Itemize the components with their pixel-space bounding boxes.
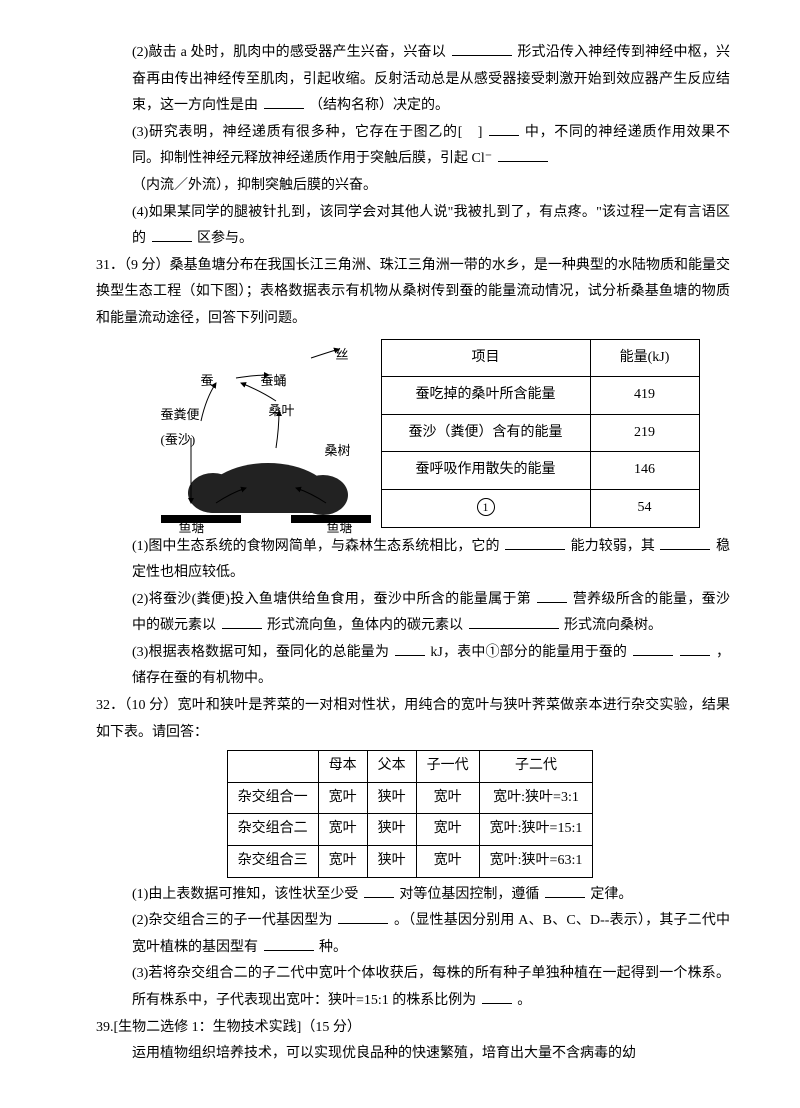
q31-figure-row: 丝 蚕 蚕蛹 蚕粪便 (蚕沙) 桑叶 桑树 鱼塘 鱼塘 项目 能量(kJ) 蚕吃… — [130, 339, 730, 528]
q32-p3: (3)若将杂交组合二的子二代中宽叶个体收获后，每株的所有种子单独种植在一起得到一… — [90, 961, 730, 1014]
cell: 146 — [590, 452, 699, 490]
text: 。 — [517, 993, 531, 1008]
blank[interactable] — [264, 94, 304, 109]
cell: 杂交组合一 — [227, 782, 318, 814]
cell: 宽叶:狭叶=3:1 — [479, 782, 593, 814]
blank[interactable] — [660, 535, 710, 550]
cell — [227, 751, 318, 783]
blank[interactable] — [364, 883, 394, 898]
text: 种。 — [319, 940, 347, 955]
text: 定律。 — [590, 887, 632, 902]
cell: 狭叶 — [367, 814, 416, 846]
cell: 宽叶 — [318, 782, 367, 814]
blank[interactable] — [505, 535, 565, 550]
cell: 宽叶:狭叶=63:1 — [479, 846, 593, 878]
q30-p2: (2)敲击 a 处时，肌肉中的感受器产生兴奋，兴奋以 形式沿传入神经传到神经中枢… — [90, 40, 730, 120]
cell: 1 — [381, 489, 590, 527]
cell: 宽叶:狭叶=15:1 — [479, 814, 593, 846]
cell: 宽叶 — [318, 846, 367, 878]
blank[interactable] — [482, 989, 512, 1004]
cell: 杂交组合二 — [227, 814, 318, 846]
text: 形式流向鱼，鱼体内的碳元素以 — [267, 618, 463, 633]
q32-p2: (2)杂交组合三的子一代基因型为 。（显性基因分别用 A、B、C、D--表示），… — [90, 908, 730, 961]
table-row: 杂交组合二 宽叶 狭叶 宽叶 宽叶:狭叶=15:1 — [227, 814, 593, 846]
circled-one-icon: 1 — [477, 498, 495, 516]
th: 项目 — [381, 339, 590, 377]
text: (3)若将杂交组合二的子二代中宽叶个体收获后，每株的所有种子单独种植在一起得到一… — [132, 966, 730, 1008]
table-row: 杂交组合一 宽叶 狭叶 宽叶 宽叶:狭叶=3:1 — [227, 782, 593, 814]
blank[interactable] — [633, 641, 673, 656]
cell: 母本 — [318, 751, 367, 783]
q32-cross-table: 母本 父本 子一代 子二代 杂交组合一 宽叶 狭叶 宽叶 宽叶:狭叶=3:1 杂… — [227, 750, 594, 877]
blank[interactable] — [152, 227, 192, 242]
q32-head: 32．（10 分）宽叶和狭叶是荠菜的一对相对性状，用纯合的宽叶与狭叶荠菜做亲本进… — [90, 693, 730, 746]
blank[interactable] — [545, 883, 585, 898]
q39-head: 39.[生物二选修 1：生物技术实践]（15 分） — [90, 1015, 730, 1042]
text: (2)杂交组合三的子一代基因型为 — [132, 913, 333, 928]
text: (1)由上表数据可推知，该性状至少受 — [132, 887, 358, 902]
th: 能量(kJ) — [590, 339, 699, 377]
cell: 子一代 — [416, 751, 479, 783]
text: (3)研究表明，神经递质有很多种，它存在于图乙的[ ] — [132, 125, 482, 140]
cell: 蚕呼吸作用散失的能量 — [381, 452, 590, 490]
cell: 父本 — [367, 751, 416, 783]
cell: 宽叶 — [416, 814, 479, 846]
q31-energy-table: 项目 能量(kJ) 蚕吃掉的桑叶所含能量 419 蚕沙（粪便）含有的能量 219… — [381, 339, 700, 528]
table-row: 蚕呼吸作用散失的能量 146 — [381, 452, 699, 490]
cell: 219 — [590, 414, 699, 452]
text: (2)将蚕沙(粪便)投入鱼塘供给鱼食用，蚕沙中所含的能量属于第 — [132, 592, 531, 607]
cell: 宽叶 — [318, 814, 367, 846]
blank[interactable] — [338, 909, 388, 924]
arrows-icon — [161, 343, 371, 523]
cell: 子二代 — [479, 751, 593, 783]
q30-p4: (4)如果某同学的腿被针扎到，该同学会对其他人说"我被扎到了，有点疼。"该过程一… — [90, 200, 730, 253]
table-row: 1 54 — [381, 489, 699, 527]
text: (2)敲击 a 处时，肌肉中的感受器产生兴奋，兴奋以 — [132, 45, 446, 60]
cell: 杂交组合三 — [227, 846, 318, 878]
cell: 宽叶 — [416, 846, 479, 878]
cell: 蚕沙（粪便）含有的能量 — [381, 414, 590, 452]
cell: 54 — [590, 489, 699, 527]
blank[interactable] — [395, 641, 425, 656]
blank[interactable] — [537, 588, 567, 603]
text: kJ，表中①部分的能量用于蚕的 — [430, 645, 627, 660]
text: （内流／外流），抑制突触后膜的兴奋。 — [132, 178, 377, 193]
blank[interactable] — [489, 121, 519, 136]
text: （结构名称）决定的。 — [309, 98, 449, 113]
blank[interactable] — [452, 41, 512, 56]
blank[interactable] — [469, 614, 559, 629]
blank[interactable] — [222, 614, 262, 629]
blank[interactable] — [680, 641, 710, 656]
q30-p3: (3)研究表明，神经递质有很多种，它存在于图乙的[ ] 中，不同的神经递质作用效… — [90, 120, 730, 200]
q31-head: 31．（9 分）桑基鱼塘分布在我国长江三角洲、珠江三角洲一带的水乡，是一种典型的… — [90, 253, 730, 333]
table-row: 母本 父本 子一代 子二代 — [227, 751, 593, 783]
text: 对等位基因控制，遵循 — [399, 887, 539, 902]
table-row: 蚕吃掉的桑叶所含能量 419 — [381, 377, 699, 415]
q31-p1: (1)图中生态系统的食物网简单，与森林生态系统相比，它的 能力较弱，其 稳定性也… — [90, 534, 730, 587]
blank[interactable] — [264, 936, 314, 951]
text: 能力较弱，其 — [571, 539, 655, 554]
sangji-diagram: 丝 蚕 蚕蛹 蚕粪便 (蚕沙) 桑叶 桑树 鱼塘 鱼塘 — [161, 343, 371, 523]
q31-p3: (3)根据表格数据可知，蚕同化的总能量为 kJ，表中①部分的能量用于蚕的 ，储存… — [90, 640, 730, 693]
text: 形式流向桑树。 — [564, 618, 662, 633]
table-row: 杂交组合三 宽叶 狭叶 宽叶 宽叶:狭叶=63:1 — [227, 846, 593, 878]
table-row: 蚕沙（粪便）含有的能量 219 — [381, 414, 699, 452]
cell: 宽叶 — [416, 782, 479, 814]
table-row: 项目 能量(kJ) — [381, 339, 699, 377]
q31-p2: (2)将蚕沙(粪便)投入鱼塘供给鱼食用，蚕沙中所含的能量属于第 营养级所含的能量… — [90, 587, 730, 640]
cell: 蚕吃掉的桑叶所含能量 — [381, 377, 590, 415]
q39-p1: 运用植物组织培养技术，可以实现优良品种的快速繁殖，培育出大量不含病毒的幼 — [90, 1041, 730, 1068]
text: 区参与。 — [197, 231, 253, 246]
q32-p1: (1)由上表数据可推知，该性状至少受 对等位基因控制，遵循 定律。 — [90, 882, 730, 909]
cell: 狭叶 — [367, 782, 416, 814]
cell: 狭叶 — [367, 846, 416, 878]
blank[interactable] — [498, 147, 548, 162]
cell: 419 — [590, 377, 699, 415]
text: (3)根据表格数据可知，蚕同化的总能量为 — [132, 645, 389, 660]
